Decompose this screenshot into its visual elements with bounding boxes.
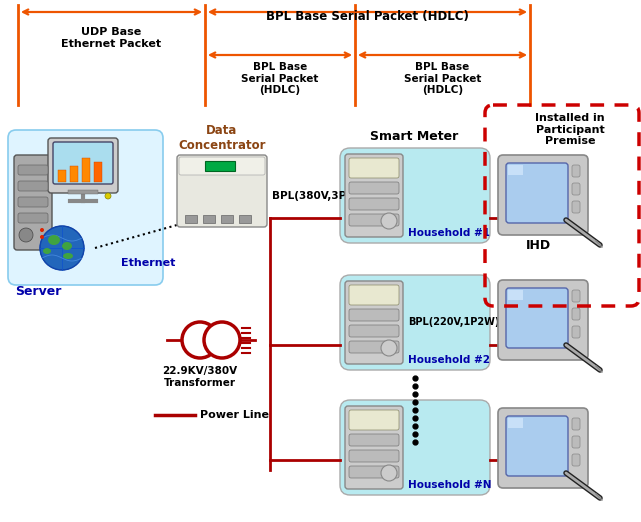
FancyBboxPatch shape [572,436,580,448]
FancyBboxPatch shape [498,280,588,360]
FancyBboxPatch shape [572,418,580,430]
Text: BPL Base
Serial Packet
(HDLC): BPL Base Serial Packet (HDLC) [241,62,319,95]
FancyBboxPatch shape [18,165,48,175]
FancyBboxPatch shape [506,416,568,476]
FancyBboxPatch shape [18,213,48,223]
Text: IHD: IHD [526,239,551,252]
FancyBboxPatch shape [18,197,48,207]
Bar [508,290,523,300]
Bar [203,215,215,223]
Bar [185,215,197,223]
Text: 22.9KV/380V
Transformer: 22.9KV/380V Transformer [162,366,238,388]
Bar [68,190,98,194]
Circle shape [40,226,84,270]
Ellipse shape [63,253,73,259]
Text: UDP Base
Ethernet Packet: UDP Base Ethernet Packet [62,27,162,49]
FancyBboxPatch shape [506,288,568,348]
Ellipse shape [43,248,51,254]
FancyBboxPatch shape [572,290,580,302]
FancyBboxPatch shape [340,275,490,370]
Text: Household #1: Household #1 [408,228,490,238]
FancyBboxPatch shape [345,406,403,489]
FancyBboxPatch shape [572,183,580,195]
Circle shape [40,228,44,232]
Circle shape [381,213,397,229]
Bar [94,162,102,182]
Text: BPL Base Serial Packet (HDLC): BPL Base Serial Packet (HDLC) [266,10,469,23]
FancyBboxPatch shape [340,400,490,495]
Circle shape [381,465,397,481]
Text: Ethernet: Ethernet [121,258,175,268]
Text: BPL(380V,3P4W)): BPL(380V,3P4W)) [272,191,374,201]
FancyBboxPatch shape [349,158,399,178]
FancyBboxPatch shape [349,182,399,194]
FancyBboxPatch shape [345,281,403,364]
FancyBboxPatch shape [349,309,399,321]
FancyBboxPatch shape [18,181,48,191]
FancyBboxPatch shape [498,155,588,235]
Text: Data
Concentrator: Data Concentrator [178,124,266,152]
Bar [205,161,235,171]
FancyBboxPatch shape [572,201,580,213]
FancyBboxPatch shape [349,214,399,226]
FancyBboxPatch shape [8,130,163,285]
FancyBboxPatch shape [349,325,399,337]
FancyBboxPatch shape [48,138,118,193]
FancyBboxPatch shape [14,155,52,250]
FancyBboxPatch shape [349,450,399,462]
Circle shape [182,322,218,358]
FancyBboxPatch shape [349,198,399,210]
Bar [58,170,66,182]
Text: Power Line: Power Line [200,410,269,420]
FancyBboxPatch shape [177,155,267,227]
Circle shape [19,228,33,242]
Bar [508,165,523,175]
FancyBboxPatch shape [572,326,580,338]
FancyBboxPatch shape [349,285,399,305]
FancyBboxPatch shape [179,157,265,175]
FancyBboxPatch shape [498,408,588,488]
Ellipse shape [62,242,72,250]
Text: BPL Base
Serial Packet
(HDLC): BPL Base Serial Packet (HDLC) [404,62,481,95]
Circle shape [204,322,240,358]
Circle shape [381,340,397,356]
FancyBboxPatch shape [349,434,399,446]
FancyBboxPatch shape [506,163,568,223]
Bar [82,158,90,182]
FancyBboxPatch shape [340,148,490,243]
Circle shape [105,193,111,199]
Text: Household #N: Household #N [408,480,492,490]
FancyBboxPatch shape [349,341,399,353]
Ellipse shape [48,235,60,245]
Text: BPL(220V,1P2W)): BPL(220V,1P2W)) [408,317,504,327]
FancyBboxPatch shape [572,454,580,466]
Bar [221,215,233,223]
Bar [239,215,251,223]
Text: Household #2: Household #2 [408,355,490,365]
FancyBboxPatch shape [572,308,580,320]
Bar [70,166,78,182]
Text: Installed in
Participant
Premise: Installed in Participant Premise [535,113,605,146]
Bar [508,418,523,428]
FancyBboxPatch shape [53,142,113,184]
Text: Server: Server [15,285,62,298]
FancyBboxPatch shape [572,165,580,177]
Circle shape [40,235,44,239]
FancyBboxPatch shape [349,410,399,430]
Text: Smart Meter: Smart Meter [370,130,458,143]
FancyBboxPatch shape [345,154,403,237]
FancyBboxPatch shape [349,466,399,478]
